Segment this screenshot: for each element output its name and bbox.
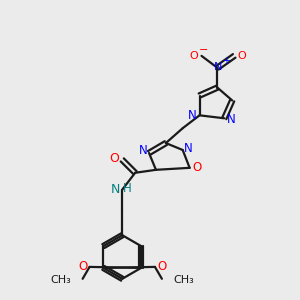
Text: N: N: [214, 62, 223, 72]
Text: O: O: [189, 51, 198, 61]
Text: +: +: [222, 56, 230, 66]
Text: O: O: [110, 152, 119, 165]
Text: O: O: [238, 51, 247, 61]
Text: N: N: [111, 183, 120, 196]
Text: O: O: [192, 161, 201, 174]
Text: −: −: [199, 45, 208, 55]
Text: O: O: [78, 260, 87, 273]
Text: H: H: [123, 182, 132, 195]
Text: N: N: [184, 142, 193, 154]
Text: N: N: [139, 145, 147, 158]
Text: CH₃: CH₃: [50, 275, 71, 285]
Text: CH₃: CH₃: [174, 275, 194, 285]
Text: N: N: [188, 109, 197, 122]
Text: O: O: [157, 260, 167, 273]
Text: N: N: [227, 113, 236, 126]
